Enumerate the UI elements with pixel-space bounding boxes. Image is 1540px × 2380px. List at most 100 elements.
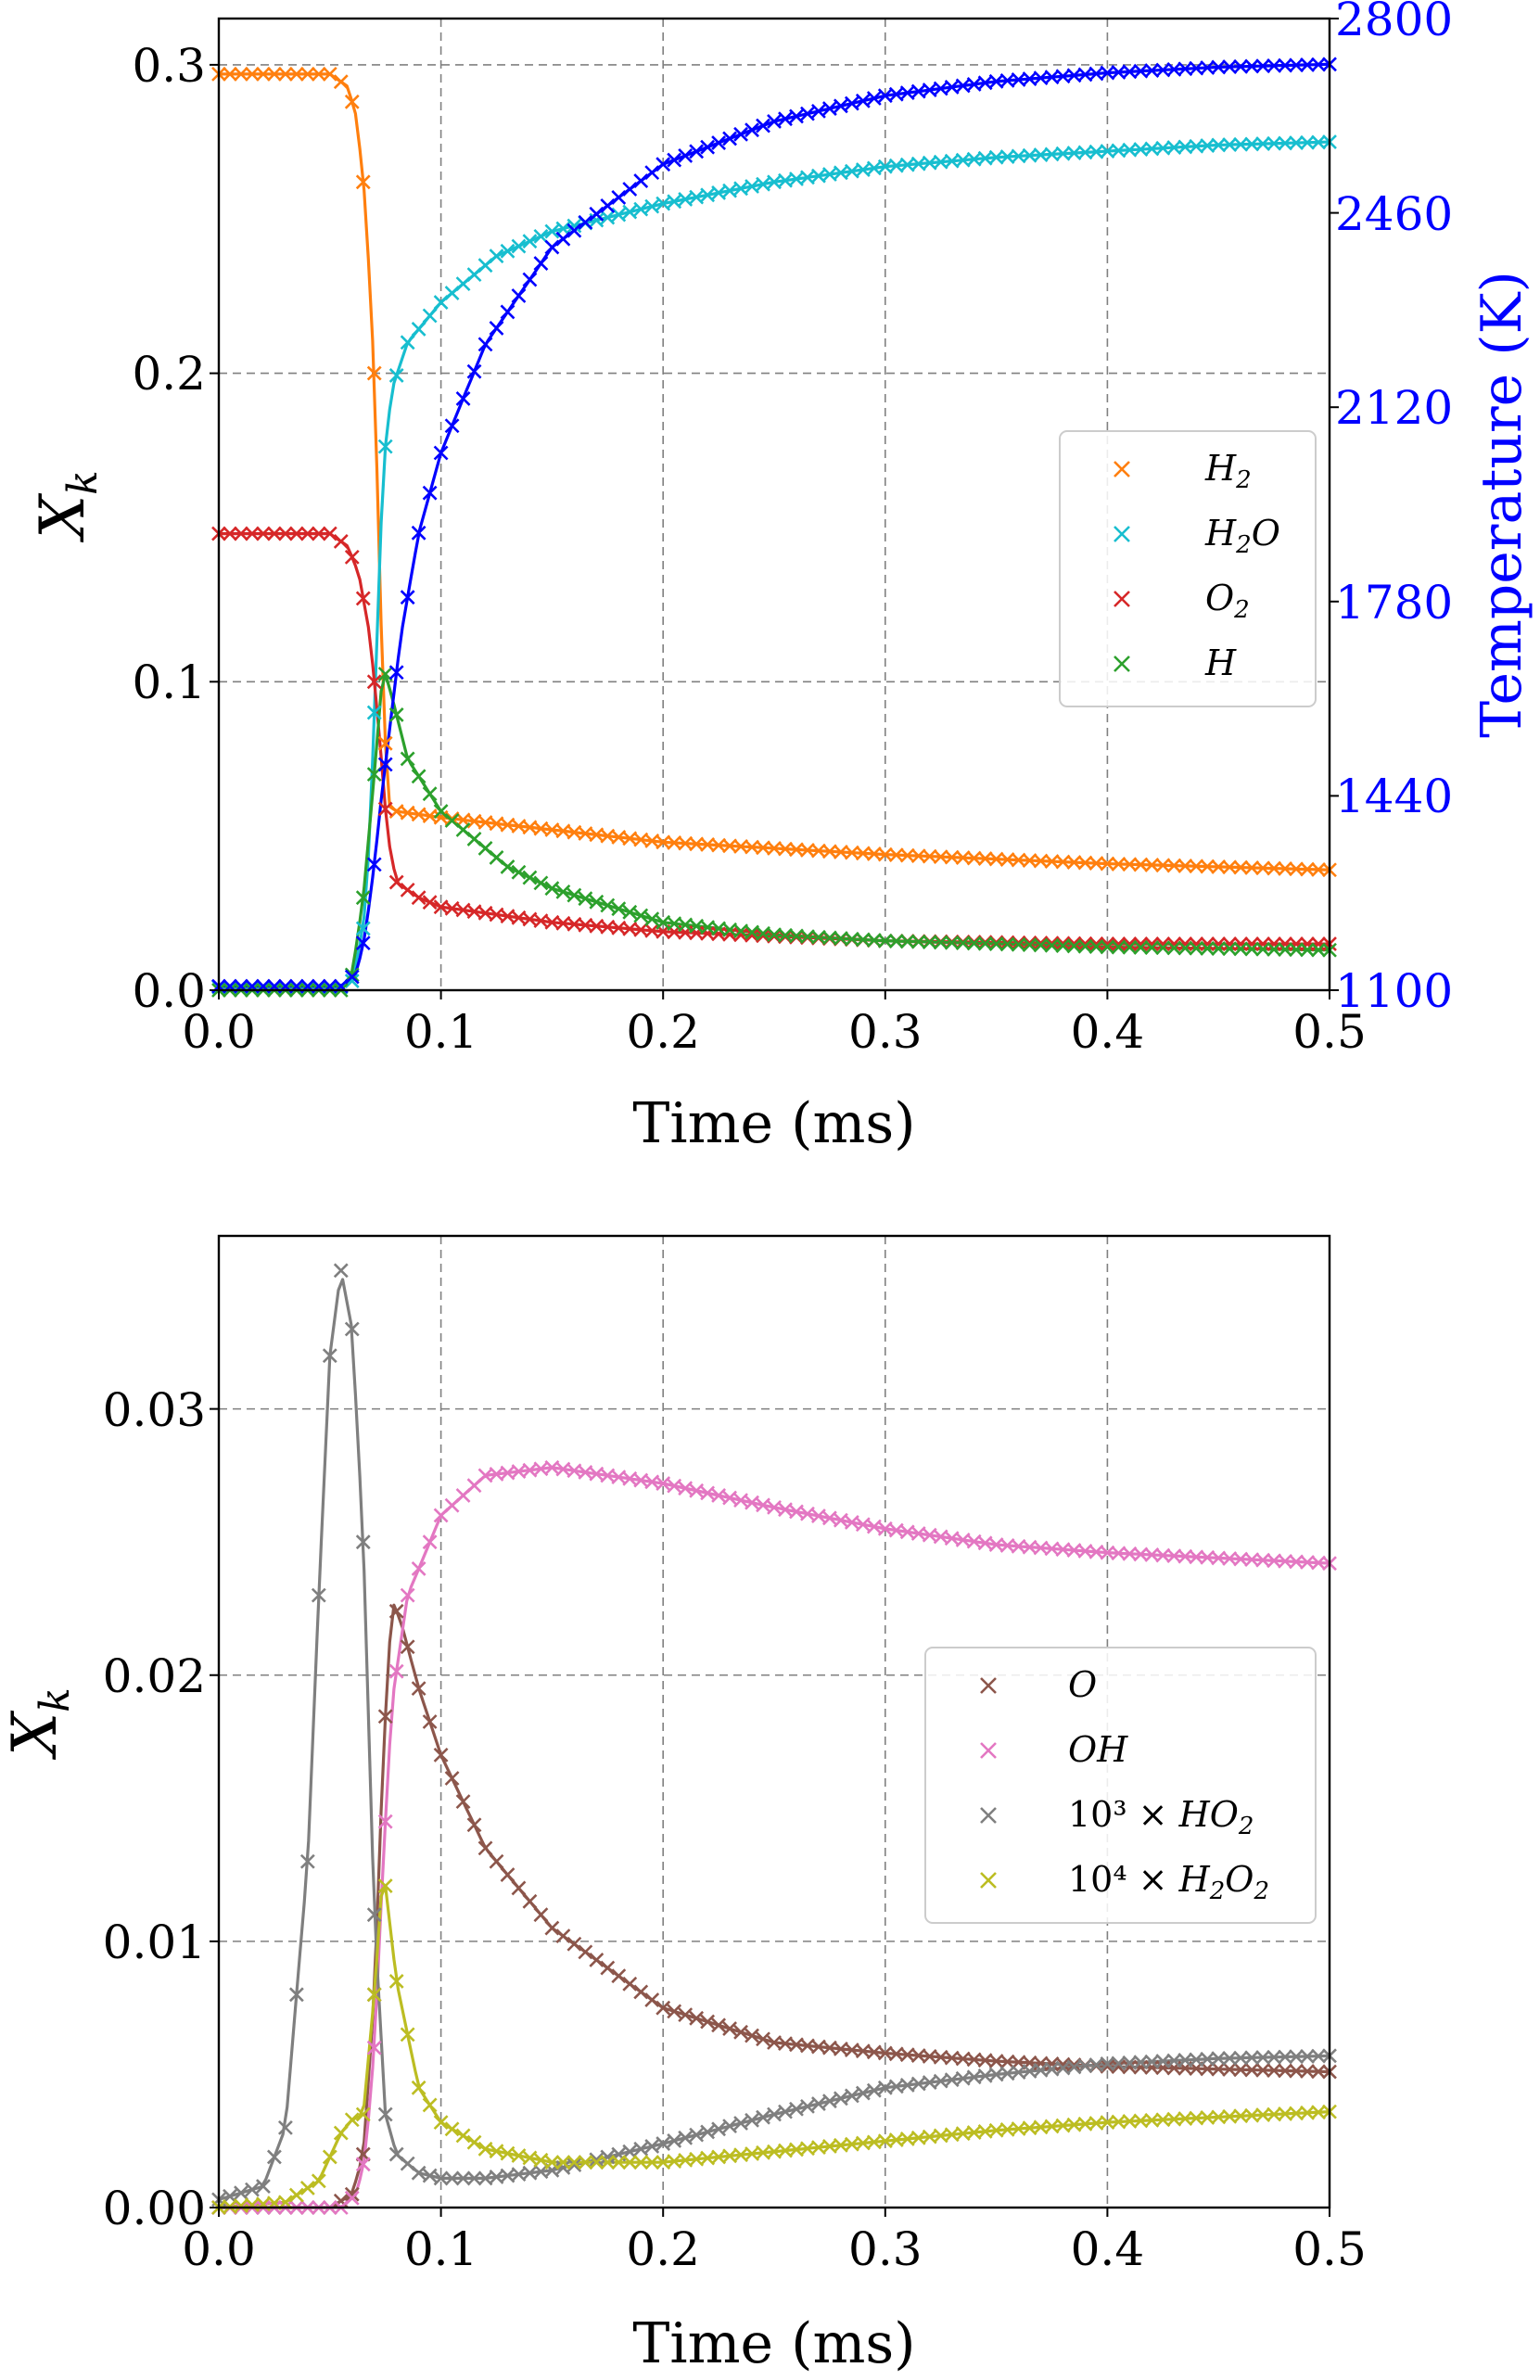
bottom-marker-10-4-x-h2o2 bbox=[589, 2155, 605, 2170]
top-marker-h bbox=[1133, 940, 1149, 955]
top-marker-temperature bbox=[789, 108, 804, 124]
bottom-marker-10-4-x-h2o2 bbox=[1311, 2105, 1326, 2120]
top-marker-temperature bbox=[778, 111, 793, 127]
top-marker-h bbox=[489, 850, 504, 865]
top-marker-h bbox=[388, 707, 404, 722]
top-marker-h bbox=[533, 875, 549, 891]
top-marker-o2 bbox=[400, 882, 415, 897]
top-marker-temperature bbox=[1200, 60, 1215, 75]
top-marker-h2 bbox=[800, 843, 815, 858]
bottom-marker-oh bbox=[1222, 1551, 1238, 1566]
bottom-marker-10-4-x-h2o2 bbox=[611, 2155, 627, 2170]
top-marker-h2 bbox=[1166, 858, 1182, 873]
top-marker-h bbox=[1055, 938, 1071, 954]
bottom-marker-oh bbox=[1278, 1553, 1292, 1569]
bottom-ticks bbox=[210, 1407, 1330, 2217]
top-marker-o2 bbox=[1189, 936, 1204, 952]
top-marker-h bbox=[1033, 937, 1049, 953]
bottom-marker-oh bbox=[855, 1517, 871, 1533]
top-marker-temperature bbox=[366, 857, 382, 872]
bottom-marker-10-4-x-h2o2 bbox=[400, 2027, 415, 2043]
top-marker-o2 bbox=[733, 927, 748, 943]
top-marker-temperature bbox=[533, 256, 549, 271]
top-marker-h2 bbox=[1100, 856, 1115, 872]
top-marker-h bbox=[1244, 941, 1260, 957]
top-marker-h bbox=[833, 931, 848, 947]
top-ytick-label: 0.3 bbox=[132, 39, 206, 93]
top-marker-temperature bbox=[422, 485, 438, 501]
bottom-marker-oh bbox=[844, 1515, 859, 1530]
bottom-marker-oh bbox=[1211, 1550, 1227, 1566]
top-marker-h bbox=[933, 935, 948, 950]
top-marker-h2 bbox=[288, 66, 304, 82]
top-marker-h2o bbox=[600, 210, 616, 225]
bottom-marker-oh bbox=[1233, 1551, 1249, 1567]
top-marker-h bbox=[1233, 941, 1249, 957]
bottom-marker-oh bbox=[711, 1488, 727, 1503]
top-marker-h bbox=[1011, 936, 1026, 952]
bottom-marker-10-3-x-ho2 bbox=[455, 2170, 471, 2186]
bottom-marker-o bbox=[1144, 2060, 1160, 2075]
bottom-marker-oh bbox=[1166, 1548, 1182, 1564]
top-marker-h2o bbox=[644, 198, 660, 214]
top-marker-o2 bbox=[1100, 936, 1115, 952]
bottom-marker-o bbox=[477, 1840, 493, 1856]
bottom-marker-oh bbox=[1100, 1545, 1115, 1560]
bottom-marker-10-3-x-ho2 bbox=[667, 2133, 682, 2148]
top-xtick-label: 0.4 bbox=[1071, 1005, 1145, 1059]
top-marker-temperature bbox=[1155, 62, 1171, 78]
top-marker-h2 bbox=[366, 365, 382, 381]
bottom-marker-10-4-x-h2o2 bbox=[333, 2125, 349, 2141]
top-marker-h2 bbox=[234, 66, 248, 82]
bottom-marker-10-3-x-ho2 bbox=[1266, 2049, 1282, 2065]
bottom-xtick-label: 0.2 bbox=[626, 2222, 700, 2276]
top-marker-h2 bbox=[833, 845, 848, 859]
bottom-marker-o bbox=[733, 2024, 748, 2040]
bottom-marker-10-4-x-h2o2 bbox=[1111, 2114, 1126, 2130]
bottom-marker-10-3-x-ho2 bbox=[855, 2085, 871, 2101]
top-marker-temperature bbox=[466, 363, 482, 379]
bottom-marker-10-3-x-ho2 bbox=[1177, 2053, 1193, 2068]
bottom-marker-10-3-x-ho2 bbox=[1100, 2056, 1115, 2071]
top-marker-temperature bbox=[1133, 63, 1149, 79]
top-marker-h2 bbox=[767, 841, 782, 856]
bottom-ylabel-sub: k bbox=[32, 1687, 79, 1712]
top-marker-h bbox=[910, 934, 926, 949]
top-y2tick-label: 2800 bbox=[1335, 0, 1453, 46]
top-marker-h2o bbox=[655, 196, 671, 211]
bottom-marker-10-3-x-ho2 bbox=[566, 2157, 582, 2172]
top-marker-h2 bbox=[1111, 857, 1126, 872]
bottom-marker-10-4-x-h2o2 bbox=[1300, 2105, 1315, 2120]
top-marker-o2 bbox=[1177, 936, 1193, 952]
bottom-marker-o bbox=[722, 2021, 737, 2036]
bottom-marker-o bbox=[1244, 2062, 1260, 2078]
top-marker-o2 bbox=[223, 526, 237, 541]
top-legend-entry-h2o: H2O bbox=[1204, 513, 1280, 559]
top-marker-o2 bbox=[1122, 936, 1138, 952]
bottom-marker-10-3-x-ho2 bbox=[622, 2144, 638, 2159]
bottom-marker-o bbox=[466, 1817, 482, 1833]
bottom-marker-10-3-x-ho2 bbox=[700, 2124, 716, 2140]
bottom-marker-o bbox=[377, 1709, 393, 1725]
bottom-marker-o bbox=[711, 2017, 727, 2033]
top-marker-temperature bbox=[1111, 65, 1126, 80]
top-marker-h bbox=[1177, 940, 1193, 956]
bottom-legend-marker-10-4-x-h2o2 bbox=[980, 1872, 997, 1889]
top-marker-h bbox=[1289, 942, 1304, 958]
bottom-marker-o bbox=[1044, 2056, 1060, 2071]
bottom-marker-10-4-x-h2o2 bbox=[622, 2155, 638, 2170]
top-marker-h2o bbox=[544, 223, 560, 239]
bottom-marker-10-4-x-h2o2 bbox=[1177, 2111, 1193, 2127]
bottom-marker-o bbox=[555, 1928, 571, 1944]
bottom-marker-oh bbox=[400, 1587, 415, 1603]
top-marker-temperature bbox=[1100, 65, 1115, 81]
bottom-marker-10-3-x-ho2 bbox=[1300, 2048, 1315, 2064]
bottom-marker-oh bbox=[1244, 1552, 1260, 1568]
bottom-marker-10-3-x-ho2 bbox=[1255, 2050, 1271, 2065]
top-marker-o2 bbox=[377, 801, 393, 817]
top-marker-o2 bbox=[1289, 936, 1304, 952]
bottom-marker-oh bbox=[745, 1495, 759, 1510]
bottom-marker-10-4-x-h2o2 bbox=[600, 2155, 616, 2170]
top-marker-o2 bbox=[322, 526, 337, 541]
top-marker-h2o bbox=[1222, 137, 1238, 152]
